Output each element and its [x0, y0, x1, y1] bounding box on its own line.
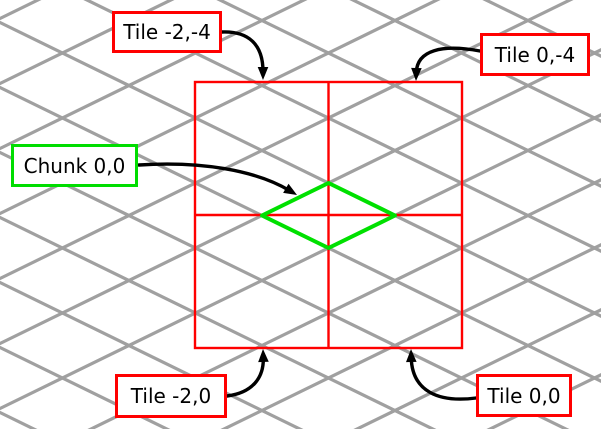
tile-grid-square: [193, 80, 464, 350]
tile-0-0-arrow: [406, 349, 478, 401]
chunk-0-0-arrow: [137, 162, 297, 195]
label-tile--2--4: Tile -2,-4: [112, 11, 222, 53]
label-tile-0-0: Tile 0,0: [476, 374, 572, 417]
label-tile--2-0: Tile -2,0: [115, 374, 227, 418]
tile--2-0-arrow: [225, 349, 269, 398]
chunk-diamond: [260, 181, 397, 250]
callout-arrows: [137, 30, 482, 401]
label-chunk-0-0: Chunk 0,0: [11, 144, 138, 187]
tile-0--4-arrow: [411, 46, 482, 81]
tile--2--4-arrow: [220, 30, 269, 80]
label-tile-0--4: Tile 0,-4: [480, 33, 590, 76]
